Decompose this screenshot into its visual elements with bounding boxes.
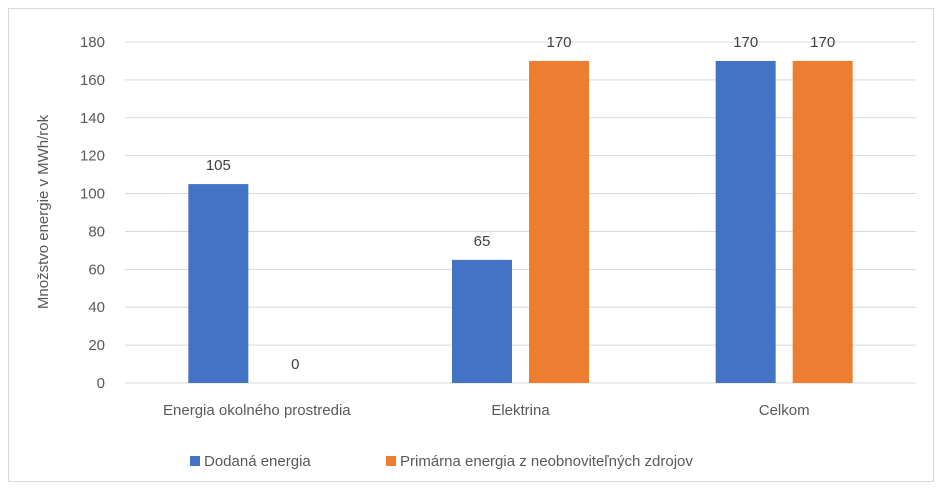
y-tick-label: 160 <box>80 72 105 89</box>
data-label: 105 <box>206 157 231 174</box>
x-axis-categories: Energia okolného prostredia Elektrina Celk… <box>163 402 810 419</box>
data-label: 0 <box>291 356 299 373</box>
y-tick-label: 20 <box>88 337 105 354</box>
y-tick-label: 140 <box>80 110 105 127</box>
legend-swatch <box>386 456 396 466</box>
data-label: 65 <box>474 233 491 250</box>
bar-dodana-0 <box>188 184 249 383</box>
y-tick-label: 60 <box>88 261 105 278</box>
data-label: 170 <box>546 34 571 51</box>
bar-primarna-1 <box>529 60 589 383</box>
legend-label: Dodaná energia <box>204 453 311 470</box>
data-label: 170 <box>733 34 758 51</box>
y-tick-label: 0 <box>97 375 105 392</box>
y-axis-title: Množstvo energie v MWh/rok <box>35 114 52 309</box>
y-tick-label: 180 <box>80 34 105 51</box>
y-tick-label: 120 <box>80 148 105 165</box>
bar-primarna-2 <box>792 60 853 383</box>
legend-swatch <box>190 456 200 466</box>
data-labels: 105 0 65 170 170 170 <box>206 34 835 373</box>
gridlines <box>125 41 916 384</box>
bar-dodana-1 <box>452 259 512 383</box>
x-category-label: Elektrina <box>491 402 550 419</box>
x-category-label: Energia okolného prostredia <box>163 402 351 419</box>
y-tick-label: 80 <box>88 223 105 240</box>
legend-label: Primárna energia z neobnoviteľných zdroj… <box>400 453 693 470</box>
chart-frame <box>8 8 934 482</box>
legend: Dodaná energia Primárna energia z neobnov… <box>190 453 693 470</box>
bars <box>188 60 853 383</box>
data-label: 170 <box>810 34 835 51</box>
y-tick-label: 40 <box>88 299 105 316</box>
y-axis-ticks: 0 20 40 60 80 100 120 140 160 180 <box>80 34 105 392</box>
bar-dodana-2 <box>715 60 776 383</box>
x-category-label: Celkom <box>759 402 810 419</box>
y-tick-label: 100 <box>80 186 105 203</box>
